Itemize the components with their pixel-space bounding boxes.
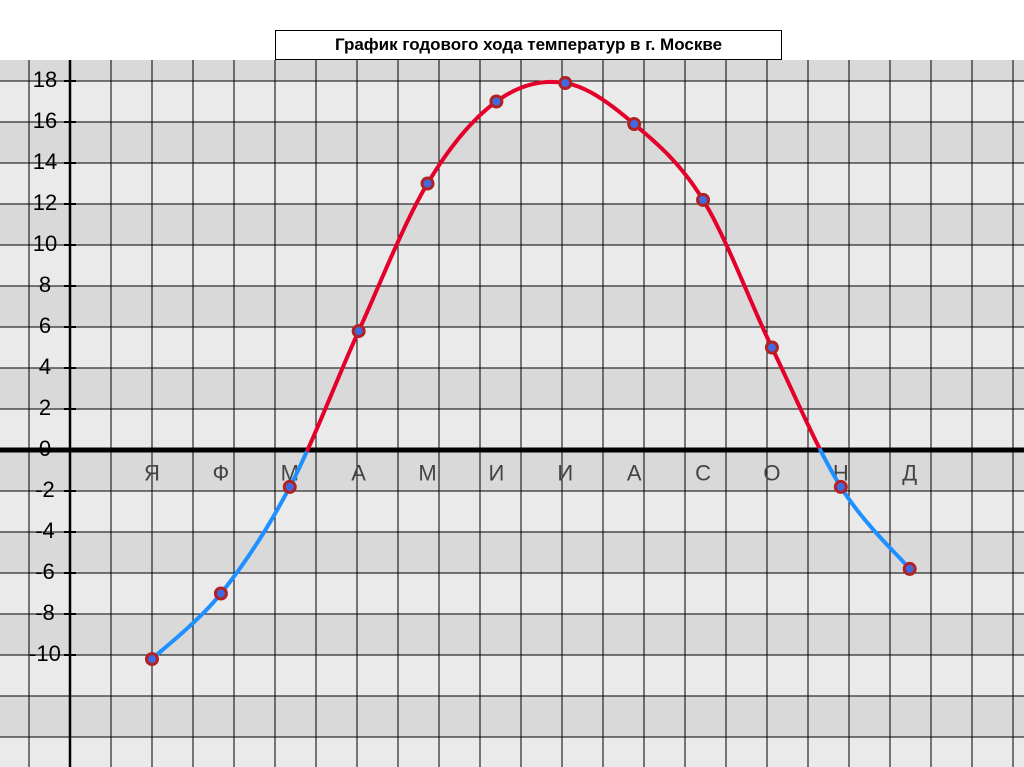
chart-area: -10-8-6-4-2024681012141618ЯФМАМИИАСОНД bbox=[0, 60, 1024, 767]
y-tick-label: 10 bbox=[33, 231, 57, 256]
chart-title: График годового хода температур в г. Мос… bbox=[275, 30, 782, 60]
y-tick-label: 18 bbox=[33, 67, 57, 92]
y-tick-label: 0 bbox=[39, 436, 51, 461]
y-tick-label: 4 bbox=[39, 354, 51, 379]
x-tick-label: М bbox=[418, 460, 436, 485]
y-tick-label: -10 bbox=[29, 641, 61, 666]
y-tick-label: 6 bbox=[39, 313, 51, 338]
y-tick-label: 2 bbox=[39, 395, 51, 420]
y-tick-label: 14 bbox=[33, 149, 57, 174]
x-tick-label: А bbox=[351, 460, 366, 485]
x-tick-label: И bbox=[488, 460, 504, 485]
y-tick-label: -8 bbox=[35, 600, 55, 625]
x-tick-label: И bbox=[557, 460, 573, 485]
x-tick-label: Ф bbox=[213, 460, 230, 485]
y-tick-label: 12 bbox=[33, 190, 57, 215]
x-tick-label: А bbox=[627, 460, 642, 485]
y-tick-label: 16 bbox=[33, 108, 57, 133]
y-tick-label: -6 bbox=[35, 559, 55, 584]
y-tick-label: 8 bbox=[39, 272, 51, 297]
x-tick-label: Я bbox=[144, 460, 160, 485]
x-tick-label: С bbox=[695, 460, 711, 485]
x-tick-label: Д bbox=[902, 460, 917, 485]
y-tick-label: -2 bbox=[35, 477, 55, 502]
y-tick-label: -4 bbox=[35, 518, 55, 543]
x-tick-label: О bbox=[763, 460, 780, 485]
